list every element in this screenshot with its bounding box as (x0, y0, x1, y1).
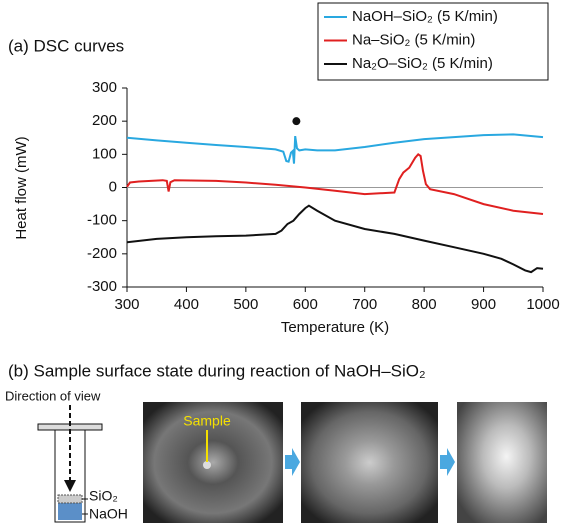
x-tick-label: 400 (174, 296, 199, 313)
y-tick-label: 200 (92, 112, 117, 129)
x-tick-label: 800 (412, 296, 437, 313)
x-tick-label: 700 (352, 296, 377, 313)
layer-label: SiO₂ (89, 488, 118, 504)
direction-label: Direction of view (5, 388, 101, 403)
tube-diagram (38, 405, 102, 522)
panel-b-title: (b) Sample surface state during reaction… (8, 361, 426, 380)
sample-label: Sample (183, 413, 231, 429)
y-tick-label: -300 (87, 278, 117, 295)
x-axis-label: Temperature (K) (281, 319, 389, 336)
photo (301, 402, 438, 523)
data-line (127, 134, 543, 163)
x-tick-label: 1000 (526, 296, 559, 313)
marker-point (292, 117, 300, 125)
y-tick-label: 100 (92, 145, 117, 162)
sample-dot (203, 461, 211, 469)
photo (457, 402, 547, 523)
figure: (a) DSC curves Temperature (K) Heat flow… (0, 0, 565, 525)
x-tick-label: 900 (471, 296, 496, 313)
legend-label: Na₂O–SiO₂ (5 K/min) (352, 55, 493, 72)
chart-title: (a) DSC curves (8, 36, 124, 55)
x-tick-label: 500 (233, 296, 258, 313)
y-axis-label: Heat flow (mW) (13, 136, 30, 239)
y-tick-label: -100 (87, 212, 117, 229)
legend-label: Na–SiO₂ (5 K/min) (352, 31, 475, 48)
layer-label: NaOH (89, 506, 128, 522)
y-tick-label: -200 (87, 245, 117, 262)
y-tick-label: 0 (109, 178, 117, 195)
arrow (285, 448, 300, 476)
x-tick-label: 600 (293, 296, 318, 313)
arrow (440, 448, 455, 476)
y-tick-label: 300 (92, 79, 117, 96)
legend-label: NaOH–SiO₂ (5 K/min) (352, 8, 498, 25)
data-line (127, 154, 543, 214)
x-tick-label: 300 (114, 296, 139, 313)
data-line (127, 206, 543, 272)
